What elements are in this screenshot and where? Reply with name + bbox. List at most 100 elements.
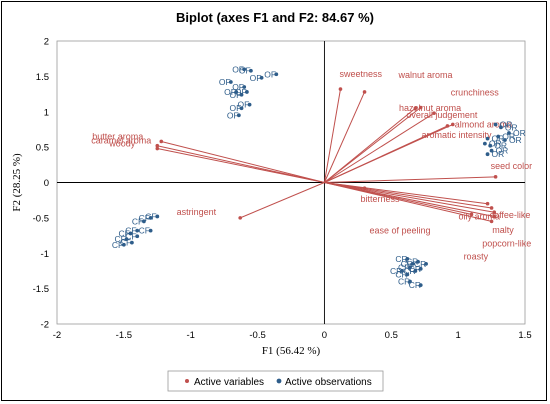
- observation-label: CR: [406, 257, 418, 267]
- observation-point: [418, 283, 423, 287]
- observation-label: OF: [264, 69, 276, 79]
- y-tick-label: -2: [41, 320, 49, 331]
- observation-label: OR: [489, 139, 502, 149]
- observation-label: OF: [219, 77, 231, 87]
- observation-label: CF: [139, 226, 150, 236]
- vector-endpoint: [155, 146, 160, 151]
- observation-point: [413, 269, 418, 273]
- vector-line: [324, 182, 492, 222]
- variable-label: aromatic intensity: [421, 130, 492, 140]
- variable-label: oily aroma: [459, 212, 501, 222]
- x-tick-label: 1: [455, 330, 460, 341]
- observation-label: CF: [119, 228, 130, 238]
- variable-label: malty: [492, 225, 514, 235]
- vector-line: [324, 182, 488, 205]
- vector-endpoint: [489, 219, 494, 224]
- observation-point: [135, 234, 140, 239]
- observation-point: [234, 90, 239, 94]
- legend-box: [167, 370, 384, 392]
- observation-label: OR: [509, 135, 522, 145]
- vector-endpoint: [159, 139, 164, 144]
- legend-observations-label: Active observations: [285, 377, 372, 388]
- y-tick-label: 2: [44, 37, 49, 48]
- variable-label: caramel aroma: [91, 136, 151, 146]
- observation-label: CR: [395, 269, 407, 279]
- observation-label: CF: [132, 216, 143, 226]
- variable-label: seed color: [491, 161, 533, 171]
- observation-label: OF: [230, 103, 242, 113]
- observation-label: CF: [112, 240, 123, 250]
- observation-point: [408, 265, 412, 270]
- observation-label: CF: [139, 213, 150, 223]
- axes: [57, 41, 525, 324]
- variable-label: roasty: [464, 251, 489, 261]
- y-tick-label: -1: [41, 249, 49, 260]
- observation-point: [242, 85, 247, 89]
- observation-point: [148, 215, 153, 220]
- observation-point: [416, 259, 420, 264]
- vector-line: [324, 182, 495, 217]
- observation-point: [482, 141, 487, 146]
- variable-vectors: sweetness walnut aroma crunchiness hazelnut…: [91, 69, 532, 261]
- observation-label: OR: [502, 132, 515, 142]
- observation-point: [142, 219, 146, 224]
- y-tick-label: 1: [44, 107, 49, 118]
- variable-label: coffee-like: [490, 210, 531, 220]
- observation-label: CR: [390, 266, 402, 276]
- tick-labels: -2 -1.5 -1 -0.5 0 0.5 1 1.5 -2 -1.5 -1 -0.5 0 0.5 1 1.5…: [33, 37, 532, 342]
- variable-label: butter aroma: [92, 131, 143, 141]
- observation-point: [148, 228, 153, 233]
- y-tick-label: -0.5: [33, 213, 49, 224]
- variable-label: astringent: [177, 207, 217, 217]
- vector-endpoint: [492, 210, 497, 215]
- observation-label: OF: [230, 90, 242, 100]
- observation-point: [135, 228, 140, 233]
- vector-endpoint: [432, 111, 436, 115]
- observation-label: OR: [496, 146, 509, 156]
- variable-label: overall judgement: [406, 110, 478, 120]
- variable-label: popcorn-like: [482, 238, 531, 248]
- chart-title: Biplot (axes F1 and F2: 84.67 %): [176, 10, 374, 25]
- observation-label: OF: [232, 64, 244, 74]
- observation-label: OR: [505, 122, 518, 132]
- observation-point: [485, 152, 490, 157]
- observation-label: CR: [409, 264, 421, 274]
- observation-point: [418, 266, 423, 271]
- observation-point: [488, 143, 493, 148]
- x-tick-label: 0: [322, 330, 327, 341]
- vector-endpoint: [492, 214, 497, 219]
- observation-point: [408, 279, 412, 284]
- observation-point: [489, 148, 494, 153]
- observation-point: [248, 68, 253, 73]
- observation-label: CR: [403, 266, 415, 276]
- observation-point: [239, 92, 244, 97]
- x-tick-label: -2: [53, 330, 61, 341]
- observation-label: CF: [125, 231, 136, 241]
- vector-line: [324, 176, 496, 183]
- vector-endpoint: [338, 87, 343, 91]
- observation-point: [236, 113, 241, 118]
- vector-endpoint: [413, 106, 418, 111]
- legend: Active variables Active observations: [167, 370, 384, 392]
- observation-point: [239, 106, 244, 111]
- variable-label: sweetness: [339, 69, 382, 79]
- vector-line: [157, 148, 325, 183]
- observation-point: [405, 257, 410, 261]
- variable-label: hazelnut aroma: [399, 103, 461, 113]
- observation-point: [242, 67, 247, 72]
- y-tick-label: -1.5: [33, 284, 49, 295]
- vector-line: [239, 182, 325, 219]
- observation-point: [155, 214, 160, 219]
- observation-point: [129, 240, 134, 245]
- vector-endpoint: [485, 201, 490, 206]
- observation-point: [503, 138, 507, 142]
- observation-label: OF: [224, 87, 236, 97]
- observation-label: OR: [513, 128, 526, 138]
- observation-point: [244, 90, 249, 94]
- vector-line: [161, 140, 325, 183]
- observation-point: [259, 75, 264, 80]
- variable-label: bitterness: [361, 194, 401, 204]
- x-axis-label: F1 (56.42 %): [262, 345, 321, 357]
